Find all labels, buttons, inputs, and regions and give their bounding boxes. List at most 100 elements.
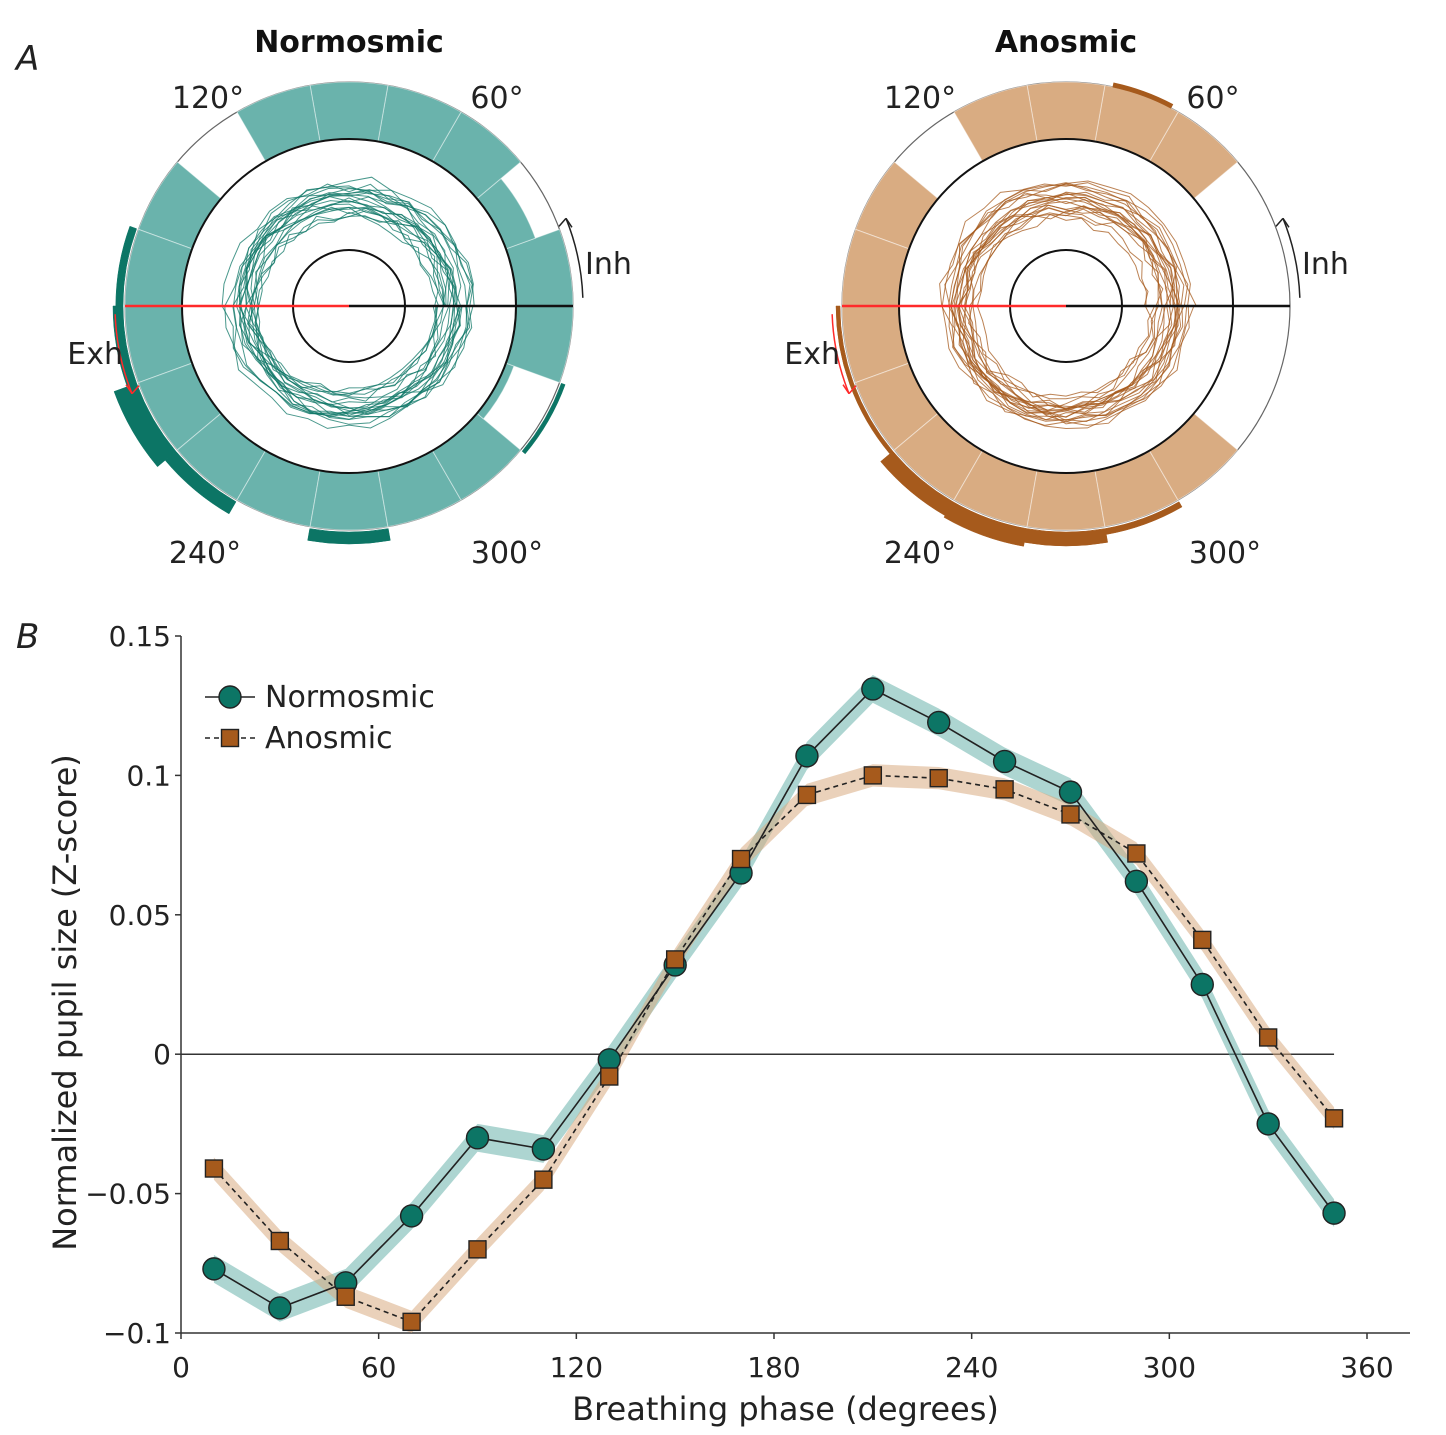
- point-anosmic: [731, 849, 751, 869]
- inh-label: Inh: [585, 247, 632, 282]
- series-line: [213, 774, 1335, 1323]
- polar-normosmic: Normosmic Inh Exh 120° 60° 240° 300°: [67, 25, 632, 571]
- point-anosmic: [534, 1170, 553, 1189]
- point-normosmic: [1124, 869, 1149, 894]
- point-normosmic: [795, 744, 819, 768]
- point-normosmic: [927, 710, 951, 735]
- y-tick-label: −0.05: [85, 1178, 171, 1211]
- point-normosmic: [1256, 1112, 1280, 1136]
- point-normosmic: [1322, 1201, 1346, 1225]
- polar-trace: [239, 203, 439, 403]
- polar-trace: [238, 192, 475, 425]
- polar-trace: [951, 204, 1178, 423]
- degree-label: 120°: [172, 81, 244, 116]
- polar-sig-bin: [1024, 528, 1108, 547]
- series-line: [213, 688, 1335, 1309]
- polar-sig-bin: [1104, 501, 1183, 535]
- polar-trace: [250, 211, 450, 412]
- polar-bin: [309, 469, 389, 531]
- legend-label: Normosmic: [265, 680, 435, 715]
- polar-sig-bin: [521, 382, 566, 455]
- polar-trace: [948, 183, 1181, 416]
- polar-trace: [954, 207, 1156, 411]
- point-normosmic: [531, 1137, 556, 1161]
- polar-trace: [246, 197, 446, 394]
- polar-sig-arc: [1112, 82, 1174, 109]
- y-axis-label: Normalized pupil size (Z-score): [46, 754, 84, 1251]
- polar-anosmic: Anosmic Inh Exh 120° 60° 240° 300°: [784, 25, 1349, 571]
- legend: Normosmic Anosmic: [205, 680, 435, 756]
- x-tick-label: 300: [1143, 1351, 1196, 1384]
- degree-label: 300°: [1189, 536, 1261, 571]
- x-tick-label: 180: [747, 1351, 800, 1384]
- point-anosmic: [797, 785, 817, 805]
- degree-label: 300°: [471, 536, 543, 571]
- point-normosmic: [268, 1296, 292, 1320]
- series-band: [213, 675, 1335, 1322]
- point-normosmic: [992, 749, 1017, 774]
- degree-label: 240°: [884, 536, 956, 571]
- polar-title: Anosmic: [995, 25, 1137, 60]
- y-tick-label: 0.1: [126, 759, 171, 792]
- y-tick-label: −0.1: [103, 1317, 171, 1350]
- x-tick-label: 120: [550, 1351, 603, 1384]
- inh-arrowhead: [558, 217, 573, 228]
- inh-label: Inh: [1302, 247, 1349, 282]
- point-anosmic: [336, 1287, 355, 1306]
- degree-label: 240°: [169, 536, 241, 571]
- polar-trace: [972, 214, 1165, 415]
- exh-label: Exh: [67, 337, 123, 372]
- point-normosmic: [1190, 972, 1214, 997]
- point-anosmic: [1061, 805, 1080, 824]
- line-chart: 0.150.10.050−0.05−0.10 60 120 180 240 300 360B…: [46, 620, 1410, 1428]
- point-anosmic: [468, 1240, 487, 1259]
- exh-arrow: [114, 314, 133, 394]
- point-anosmic: [929, 768, 948, 788]
- x-axis-label: Breathing phase (degrees): [572, 1390, 999, 1428]
- series-band: [213, 764, 1335, 1333]
- polar-trace: [962, 196, 1160, 398]
- point-anosmic: [204, 1159, 224, 1178]
- polar-sig-bin: [307, 528, 391, 545]
- legend-marker-normosmic: [218, 685, 242, 709]
- inh-arrow: [1282, 218, 1301, 298]
- point-anosmic: [1193, 930, 1212, 950]
- polar-trace: [976, 196, 1185, 409]
- polar-trace: [957, 205, 1176, 421]
- point-normosmic: [399, 1204, 424, 1228]
- polar-trace: [232, 206, 440, 415]
- exh-arrowhead: [125, 384, 140, 395]
- polar-bin: [1026, 469, 1106, 531]
- point-anosmic: [402, 1312, 421, 1332]
- panel-b-label: B: [16, 617, 39, 657]
- point-anosmic: [1258, 1028, 1278, 1047]
- degree-label: 60°: [1186, 81, 1239, 116]
- exh-label: Exh: [784, 337, 840, 372]
- legend-label: Anosmic: [265, 721, 393, 756]
- point-normosmic: [202, 1257, 226, 1281]
- inh-arrow: [565, 218, 584, 298]
- point-anosmic: [863, 766, 883, 785]
- y-tick-label: 0.15: [109, 620, 171, 653]
- legend-marker-anosmic: [220, 728, 240, 748]
- y-tick-label: 0.05: [109, 899, 171, 932]
- x-tick-label: 0: [172, 1351, 190, 1384]
- point-normosmic: [465, 1126, 490, 1150]
- polar-bin: [1026, 81, 1106, 143]
- polar-title: Normosmic: [254, 25, 444, 60]
- exh-arrowhead: [842, 384, 857, 395]
- point-anosmic: [665, 950, 685, 969]
- polar-bin: [309, 81, 389, 143]
- point-anosmic: [1127, 844, 1146, 863]
- degree-label: 120°: [884, 81, 956, 116]
- point-anosmic: [270, 1231, 290, 1251]
- point-anosmic: [995, 780, 1014, 799]
- point-normosmic: [861, 677, 885, 701]
- inh-arrowhead: [1275, 217, 1290, 228]
- y-tick-label: 0: [153, 1038, 171, 1071]
- x-tick-label: 60: [361, 1351, 397, 1384]
- polar-trace: [968, 204, 1164, 400]
- point-normosmic: [1058, 780, 1083, 804]
- polar-trace: [960, 191, 1198, 425]
